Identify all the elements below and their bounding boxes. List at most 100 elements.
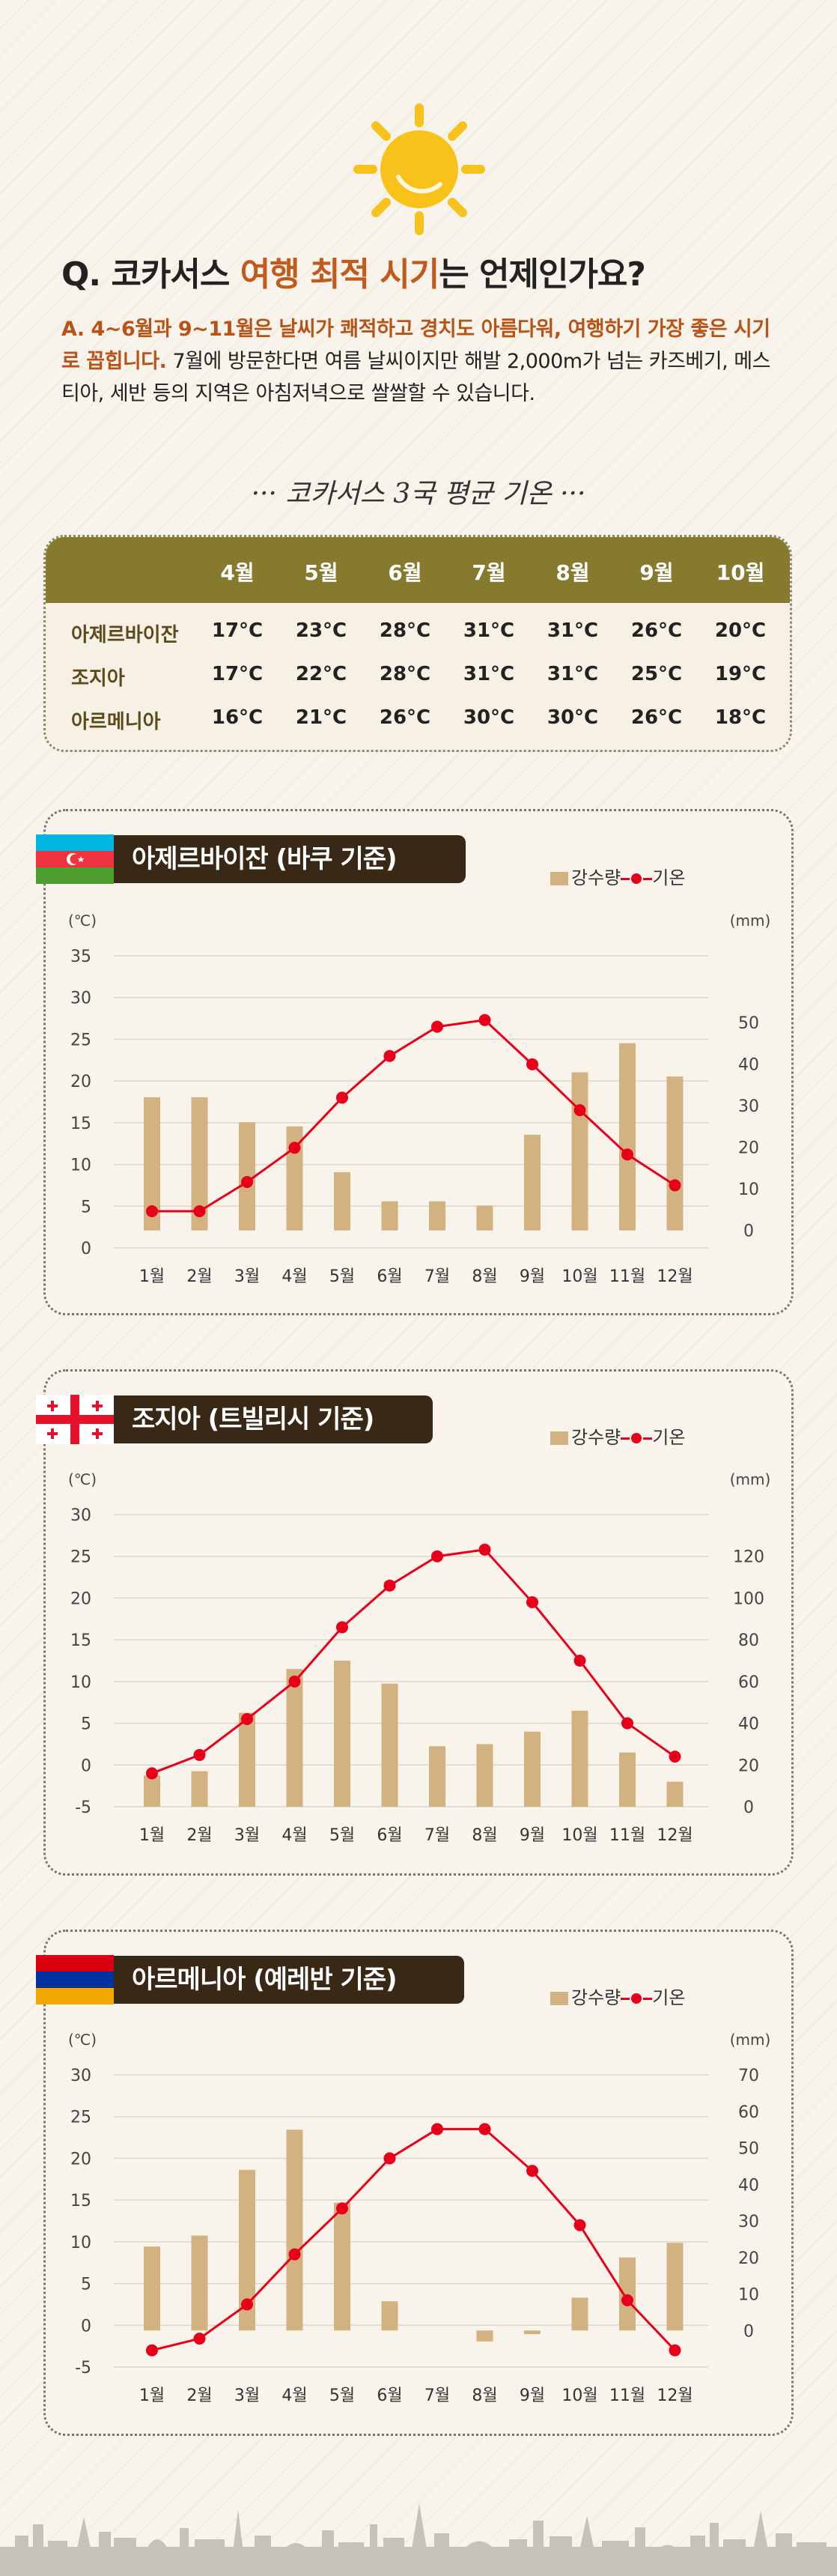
legend-precip: 강수량 <box>571 1427 621 1448</box>
temp-point <box>241 1175 253 1188</box>
table-cell: 17°C <box>211 663 264 685</box>
y-tick-right: 40 <box>738 1715 759 1734</box>
temp-point <box>669 1751 681 1763</box>
precip-bar <box>334 1172 350 1231</box>
y-tick-left: 35 <box>70 948 91 966</box>
legend-line <box>643 1997 653 2000</box>
temp-point <box>669 2344 681 2357</box>
precip-bar <box>286 2130 303 2331</box>
x-tick-label: 5월 <box>329 1267 355 1286</box>
legend-dot <box>631 1993 642 2004</box>
y-unit-right: (mm) <box>730 912 771 930</box>
x-tick-label: 3월 <box>234 2386 260 2405</box>
y-tick-left: 20 <box>70 1073 91 1091</box>
city-skyline-illustration <box>0 2503 837 2576</box>
precip-bar <box>571 2297 588 2331</box>
y-tick-right: 20 <box>738 1139 759 1158</box>
x-tick-label: 1월 <box>139 1826 165 1845</box>
y-unit-left: (℃) <box>68 2031 97 2049</box>
precip-bar <box>381 1683 398 1807</box>
table-cell: 21°C <box>295 706 347 729</box>
precip-bar <box>381 2301 398 2331</box>
month-header: 8월 <box>556 560 590 585</box>
table-cell: 31°C <box>547 663 599 685</box>
precip-bar <box>191 1097 208 1231</box>
precip-bar <box>239 2169 255 2331</box>
temp-point <box>526 1058 538 1070</box>
table-cell: 17°C <box>211 619 264 642</box>
x-tick-label: 9월 <box>520 1826 545 1845</box>
precip-bar <box>334 2202 350 2331</box>
precip-bar <box>619 1043 636 1231</box>
row-country: 조지아 <box>71 667 125 690</box>
temp-point <box>288 1675 301 1688</box>
y-tick-right: 50 <box>738 1014 759 1033</box>
y-unit-left: (℃) <box>68 912 97 930</box>
y-tick-left: -5 <box>75 1798 91 1817</box>
y-tick-left: 30 <box>70 2067 91 2085</box>
temp-point <box>383 1579 396 1592</box>
month-header: 5월 <box>304 560 338 585</box>
y-tick-right: 100 <box>733 1589 764 1608</box>
x-tick-label: 6월 <box>377 2386 402 2405</box>
x-tick-label: 10월 <box>561 2386 597 2405</box>
x-tick-label: 11월 <box>609 1267 645 1286</box>
table-cell: 26°C <box>630 706 683 729</box>
temp-point <box>431 1550 443 1563</box>
precip-bar <box>524 1731 541 1807</box>
x-tick-label: 5월 <box>329 2386 355 2405</box>
temp-point <box>621 2294 633 2306</box>
legend-precip: 강수량 <box>571 1987 621 2008</box>
y-tick-left: 15 <box>70 2192 91 2210</box>
azerbaijan-flag <box>36 834 114 884</box>
y-tick-left: 25 <box>70 1548 91 1567</box>
temp-point <box>478 1543 491 1556</box>
legend-precip: 강수량 <box>571 867 621 888</box>
legend-dot <box>631 873 642 884</box>
x-tick-label: 6월 <box>377 1267 402 1286</box>
temp-point <box>383 2152 396 2165</box>
precip-bar <box>381 1201 398 1231</box>
temp-point <box>193 1748 206 1761</box>
x-tick-label: 11월 <box>609 2386 645 2405</box>
chart-legend: 강수량 기온 <box>550 863 685 889</box>
x-tick-label: 2월 <box>186 1267 212 1286</box>
legend-line <box>621 877 630 880</box>
legend-line <box>621 1997 630 2000</box>
x-tick-label: 7월 <box>424 1267 450 1286</box>
month-header: 4월 <box>220 560 255 585</box>
precip-bar <box>476 1205 493 1231</box>
temp-point <box>288 2248 301 2261</box>
temp-point <box>383 1049 396 1062</box>
precip-bar <box>286 1669 303 1807</box>
y-tick-left: 0 <box>81 2317 91 2336</box>
x-tick-label: 3월 <box>234 1826 260 1845</box>
x-tick-label: 4월 <box>281 2386 307 2405</box>
y-tick-left: 25 <box>70 1031 91 1049</box>
month-header: 7월 <box>472 560 506 585</box>
temp-point <box>621 1717 633 1730</box>
precip-bar <box>144 2246 160 2331</box>
x-tick-label: 1월 <box>139 1267 165 1286</box>
table-title: ··· 코카서스 3국 평균 기온 ··· <box>251 479 586 509</box>
x-tick-label: 7월 <box>424 1826 450 1845</box>
y-unit-right: (mm) <box>730 1470 771 1488</box>
precip-bar <box>619 2257 636 2331</box>
table-cell: 30°C <box>463 706 515 729</box>
row-country: 아제르바이잔 <box>71 624 179 646</box>
y-unit-right: (mm) <box>730 2031 771 2049</box>
table-cell: 31°C <box>463 619 515 642</box>
table-header: 4월 5월 6월 7월 8월 9월 10월 <box>46 537 790 603</box>
month-header: 9월 <box>639 560 674 585</box>
temp-line <box>152 1019 676 1213</box>
y-tick-right: 20 <box>738 1757 759 1775</box>
table-cell: 28°C <box>379 663 431 685</box>
precip-bar <box>286 1126 303 1231</box>
precip-bar <box>191 2235 208 2331</box>
legend-temp: 기온 <box>652 1987 686 2008</box>
temp-point <box>146 1204 158 1217</box>
chart-panel-azerbaijan <box>43 809 794 1315</box>
table-cell: 28°C <box>379 619 431 642</box>
y-tick-right: 120 <box>733 1548 764 1567</box>
